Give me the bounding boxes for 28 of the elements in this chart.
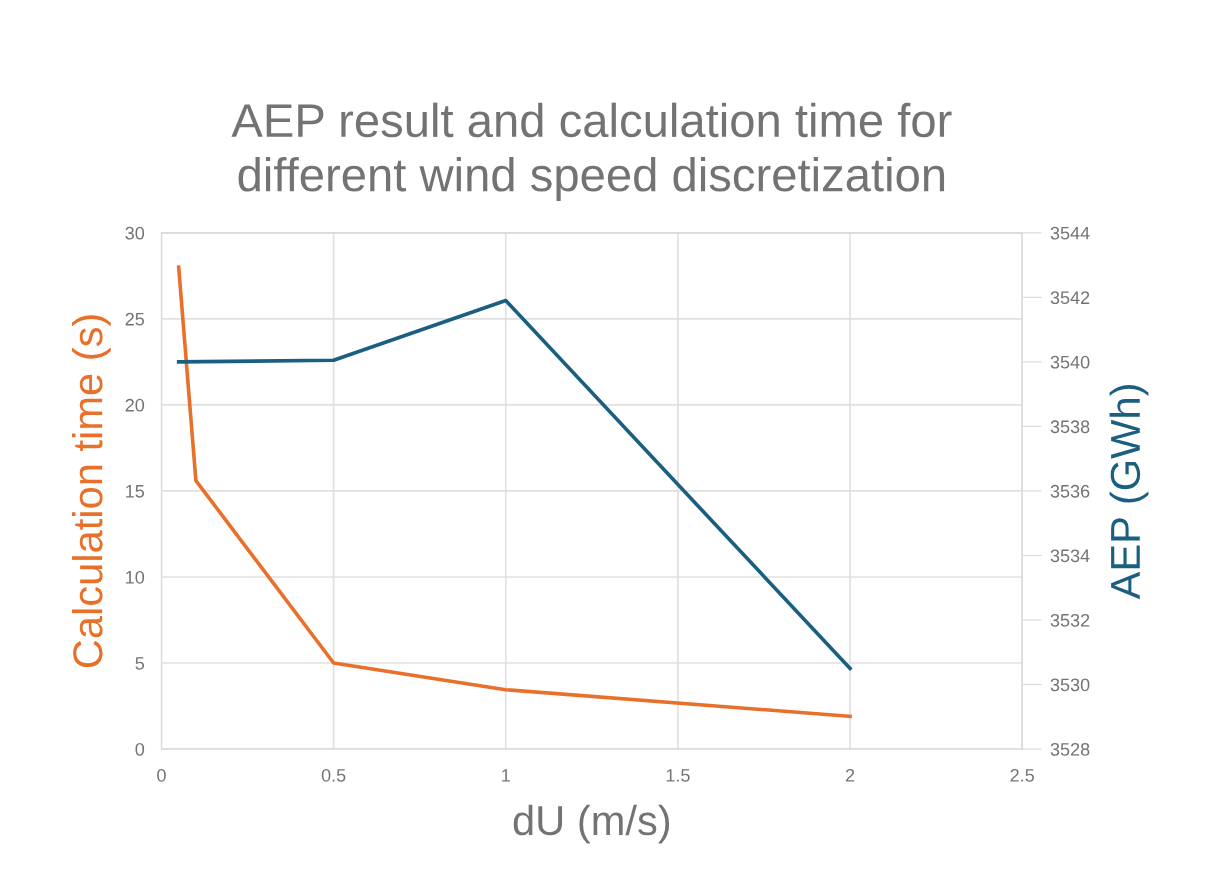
y-tick-label: 20 — [125, 398, 145, 412]
y2-tick-label: 3538 — [1050, 420, 1090, 434]
x-tick-label: 0.5 — [321, 768, 346, 782]
y2-tick-label: 3544 — [1050, 226, 1090, 240]
x-axis-title: dU (m/s) — [513, 804, 670, 844]
y2-tick-label: 3530 — [1050, 678, 1090, 692]
y2-tick-label: 3528 — [1050, 742, 1090, 756]
y2-axis-title: AEP (GWh) — [1109, 385, 1149, 600]
y-tick-label: 0 — [135, 742, 145, 756]
y-tick-label: 15 — [126, 485, 145, 498]
y-tick-label: 25 — [125, 312, 145, 326]
x-tick-label: 1.5 — [666, 769, 690, 782]
y-axis-title: Calculation time (s) — [71, 315, 111, 668]
x-tick-label: 2.5 — [1010, 768, 1034, 782]
y2-tick-label: 3532 — [1050, 613, 1090, 627]
y2-tick-label: 3542 — [1050, 291, 1090, 305]
chart-title: AEP result and calculation time for different wind speed discretization — [231, 102, 952, 201]
y-tick-label: 10 — [126, 570, 145, 584]
x-tick-label: 0 — [157, 768, 166, 782]
y2-tick-label: 3534 — [1050, 549, 1090, 563]
y2-tick-label: 3536 — [1050, 484, 1090, 498]
x-tick-label: 2 — [845, 768, 855, 782]
line-series — [176, 265, 852, 719]
x-tick-label: 1 — [502, 769, 510, 782]
y2-tick-label: 3540 — [1050, 355, 1090, 369]
y-tick-label: 30 — [125, 226, 145, 240]
y-tick-label: 5 — [135, 657, 145, 670]
line-series — [176, 298, 852, 671]
